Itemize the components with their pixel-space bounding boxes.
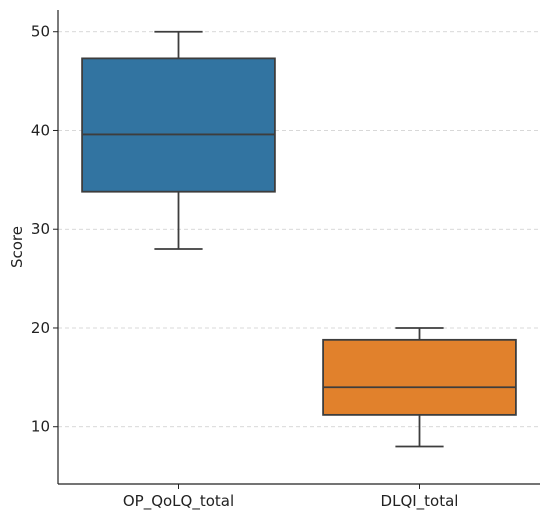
- x-tick-label: DLQI_total: [381, 492, 459, 511]
- boxes: [81, 30, 517, 448]
- iqr-box: [81, 57, 276, 193]
- x-tick-label: OP_QoLQ_total: [123, 492, 234, 511]
- y-axis-label: Score: [8, 226, 26, 268]
- y-tick-label: 20: [31, 319, 50, 337]
- y-tick-label: 40: [31, 121, 50, 139]
- y-axis-ticks: 10 20 30 40 50: [31, 23, 58, 436]
- y-tick-label: 10: [31, 418, 50, 436]
- box-DLQI_total: [322, 327, 517, 448]
- y-tick-label: 30: [31, 220, 50, 238]
- y-tick-label: 50: [31, 23, 50, 41]
- iqr-box: [322, 338, 517, 416]
- box-OP_QoLQ_total: [81, 30, 276, 250]
- x-axis-ticks: OP_QoLQ_total DLQI_total: [123, 484, 459, 511]
